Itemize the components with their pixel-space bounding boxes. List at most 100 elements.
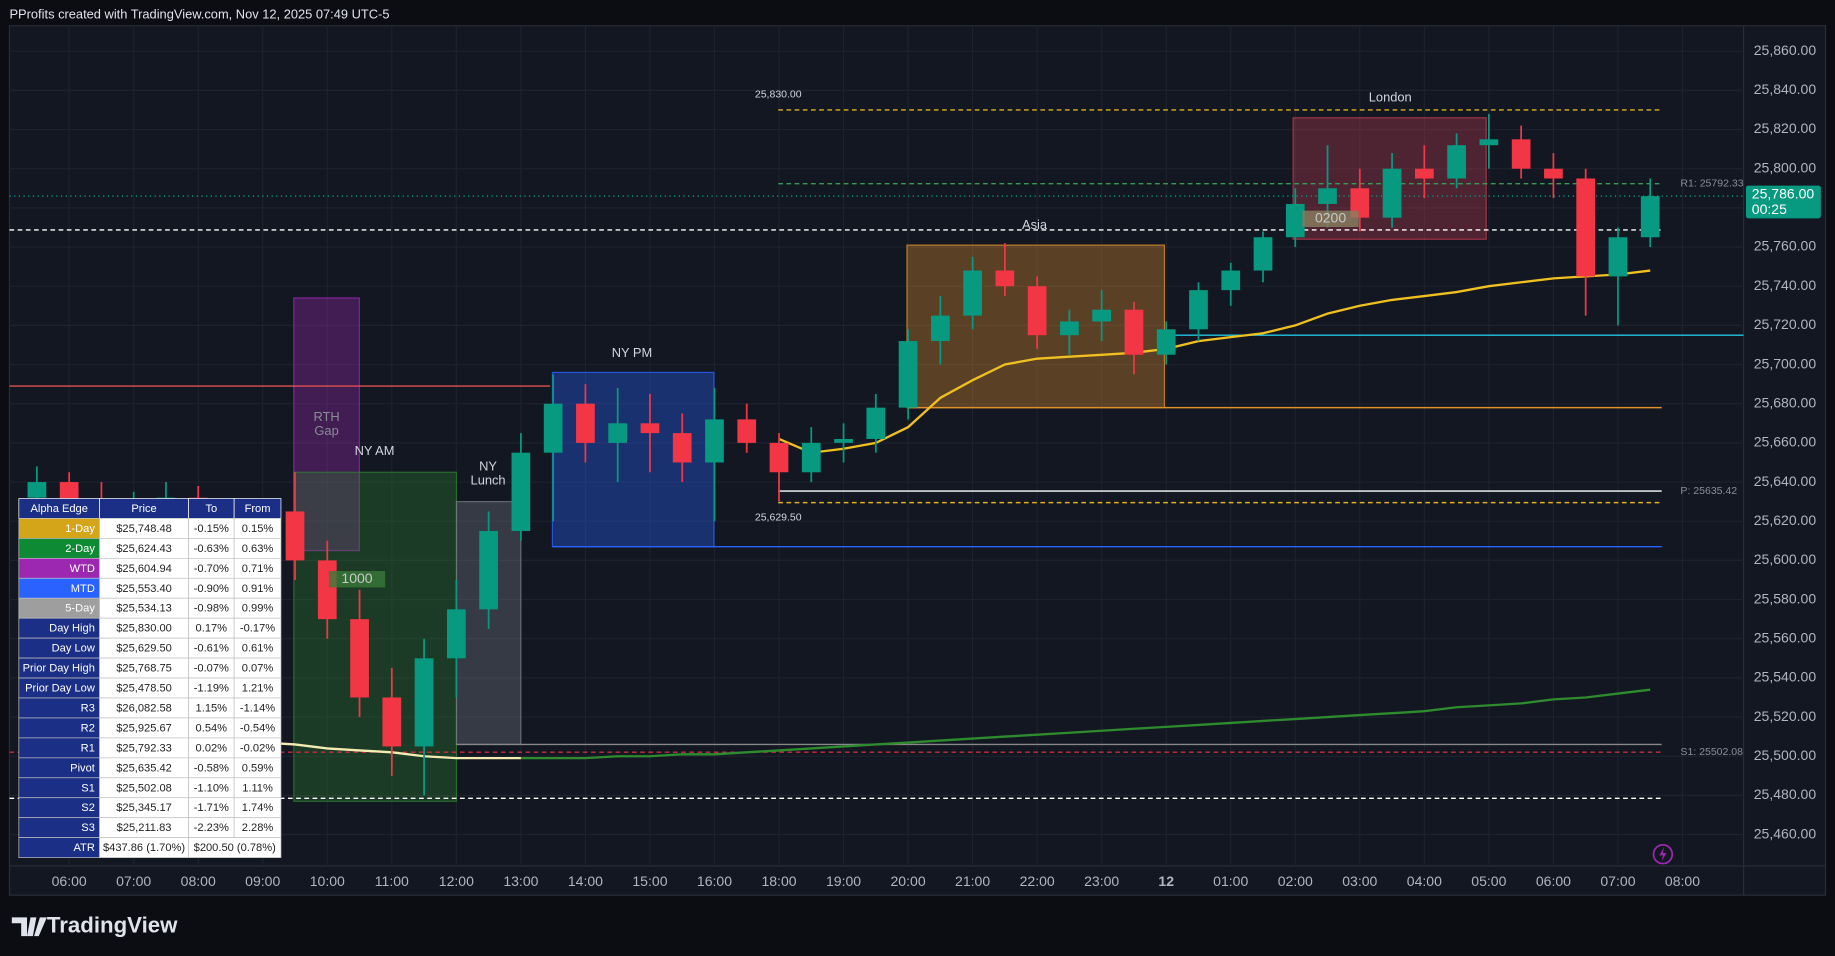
candle-body [1447, 145, 1466, 179]
brand-logo: TradingView [11, 913, 178, 938]
candle-body [1253, 237, 1273, 271]
candle-body [834, 438, 853, 443]
table-header: Alpha Edge [30, 503, 87, 515]
candle-body [866, 407, 886, 439]
table-row-label: WTD [70, 563, 95, 575]
x-tick-label: 06:00 [1536, 873, 1571, 889]
table-row-label: Prior Day Low [25, 683, 96, 695]
x-tick-label: 10:00 [310, 873, 345, 889]
time-tag: 0200 [1315, 210, 1346, 226]
candle-body [898, 341, 918, 408]
table-cell-text: $25,748.48 [116, 523, 172, 535]
x-tick-label: 08:00 [1665, 873, 1700, 889]
table-cell-text: -0.15% [194, 523, 229, 535]
candle-body [608, 423, 628, 443]
candle-body [1285, 203, 1305, 238]
price-tag [1745, 185, 1821, 219]
x-tick-label: 05:00 [1471, 873, 1506, 889]
table-row-label: S2 [81, 802, 95, 814]
table-row-label: Day Low [52, 643, 96, 655]
table-cell-text: -0.98% [194, 603, 229, 615]
table-header: To [205, 503, 217, 515]
table-cell-text: 0.63% [242, 543, 274, 555]
x-tick-label: 14:00 [568, 873, 603, 889]
session-label: RTH [313, 409, 339, 424]
level-label: S1: 25502.08 [1680, 746, 1743, 758]
table-cell-text: $25,502.08 [116, 782, 172, 794]
candle-body [1350, 188, 1370, 218]
candle-body [737, 419, 757, 443]
session-label: NY PM [612, 345, 653, 360]
table-cell-text: -0.54% [240, 722, 275, 734]
table-cell-text: 0.54% [196, 722, 228, 734]
table-cell-text: -0.70% [194, 563, 229, 575]
table-cell-text: -0.61% [194, 643, 229, 655]
candle-body [1221, 270, 1241, 291]
x-tick-label: 13:00 [503, 873, 538, 889]
session-box [293, 297, 360, 552]
candle-body [1027, 286, 1047, 336]
alert-bolt[interactable] [1659, 847, 1667, 862]
table-cell-text: $25,635.42 [116, 762, 172, 774]
chart-frame [8, 25, 1827, 896]
table-cell-text: $25,345.17 [116, 802, 172, 814]
session-label: Lunch [471, 472, 506, 487]
x-tick-label: 16:00 [697, 873, 732, 889]
table-cell-text: 0.07% [242, 663, 274, 675]
price-tag-timer: 00:25 [1752, 201, 1787, 217]
y-tick-label: 25,700.00 [1754, 355, 1817, 371]
candle-body [1608, 237, 1628, 277]
x-tick-label: 03:00 [1342, 873, 1377, 889]
alert-circle[interactable] [1652, 843, 1674, 865]
x-tick-label: 18:00 [761, 873, 796, 889]
alert-icon[interactable] [1652, 843, 1674, 865]
table-row-label: ATR [73, 842, 94, 854]
table-row-label: R3 [81, 702, 95, 714]
table-cell-text: 0.91% [242, 583, 274, 595]
table-cell-text: $25,624.43 [116, 543, 172, 555]
table-cell-text: 2.28% [242, 822, 274, 834]
x-tick-label: 11:00 [375, 873, 409, 889]
table-cell [188, 837, 282, 858]
candle-body [382, 697, 402, 747]
table-cell-text: 1.21% [242, 683, 274, 695]
x-tick-label: 08:00 [181, 873, 216, 889]
y-tick-label: 25,520.00 [1754, 708, 1817, 724]
time-tag-bg [328, 571, 386, 588]
x-tick-label: 20:00 [891, 873, 926, 889]
table-cell-text: 0.99% [242, 603, 274, 615]
candle-body [543, 403, 563, 453]
table-row-label: 2-Day [65, 543, 95, 555]
table-row-label: S3 [81, 822, 95, 834]
candle-body [1156, 329, 1176, 355]
candle-body [1382, 168, 1402, 218]
table-cell-text: $25,553.40 [116, 583, 172, 595]
table-cell-text: 0.59% [242, 762, 274, 774]
price-tag-label: 25,786.00 [1752, 186, 1815, 202]
table-row-label: R1 [81, 742, 95, 754]
candle-body [995, 270, 1015, 287]
x-tick-label: 12:00 [439, 873, 474, 889]
candle-body [59, 482, 79, 502]
y-tick-label: 25,480.00 [1754, 786, 1817, 802]
candle-body [414, 658, 434, 747]
candle-body [479, 531, 498, 610]
x-tick-label: 12 [1158, 873, 1174, 889]
table-cell-text: $25,478.50 [116, 683, 172, 695]
table-row-label: R2 [81, 722, 95, 734]
table-cell-text: $25,211.83 [117, 822, 172, 834]
candle-body [963, 270, 982, 316]
table-header: From [245, 503, 271, 515]
level-label: R1: 25792.33 [1680, 178, 1743, 190]
table-cell-text: $200.50 (0.78%) [194, 842, 276, 854]
time-tag: 1000 [341, 570, 372, 586]
table-cell-text: 1.11% [242, 782, 273, 794]
x-tick-label: 06:00 [52, 873, 87, 889]
candle-body [317, 560, 337, 620]
brand-name: TradingView [47, 913, 178, 938]
candle-body [1640, 196, 1660, 238]
y-tick-label: 25,760.00 [1754, 238, 1817, 254]
candle-body [1060, 321, 1079, 336]
